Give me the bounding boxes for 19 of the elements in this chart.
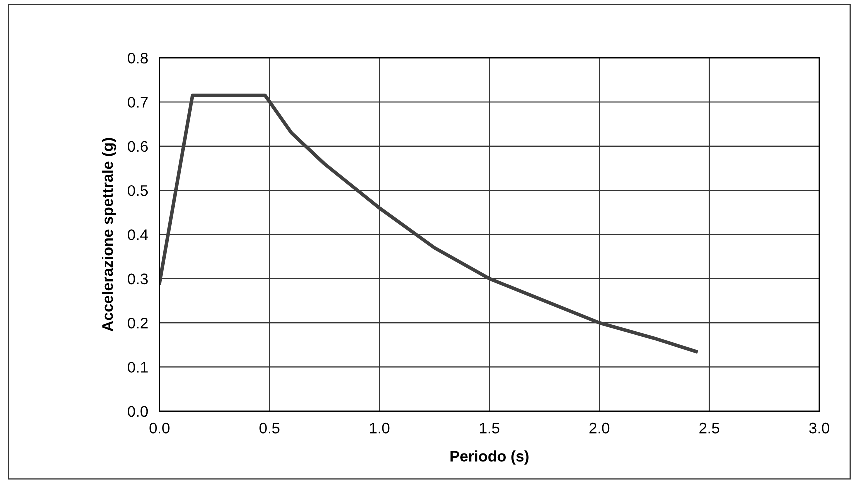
x-axis-title: Periodo (s) — [450, 450, 529, 465]
x-tick-label: 1.0 — [370, 422, 390, 434]
y-axis-title: Accelerazione spettrale (g) — [102, 138, 116, 332]
y-tick-label: 0.7 — [128, 97, 148, 108]
y-tick-label: 0.5 — [128, 185, 148, 196]
y-tick-label: 0.2 — [128, 318, 148, 329]
x-tick-label: 2.5 — [700, 422, 720, 434]
y-tick-label: 0.8 — [128, 52, 148, 64]
x-tick-label: 3.0 — [809, 422, 830, 434]
x-tick-label: 1.5 — [480, 423, 500, 434]
x-tick-label: 2.0 — [590, 422, 610, 434]
y-tick-label: 0.1 — [128, 362, 148, 373]
line-series — [160, 94, 698, 354]
y-tick-label: 0.0 — [128, 406, 148, 418]
y-tick-label: 0.4 — [128, 230, 148, 240]
x-tick-label: 0.0 — [150, 422, 170, 434]
y-tick-label: 0.6 — [128, 141, 148, 152]
x-tick-label: 0.5 — [260, 422, 280, 434]
y-tick-label: 0.3 — [128, 274, 148, 285]
